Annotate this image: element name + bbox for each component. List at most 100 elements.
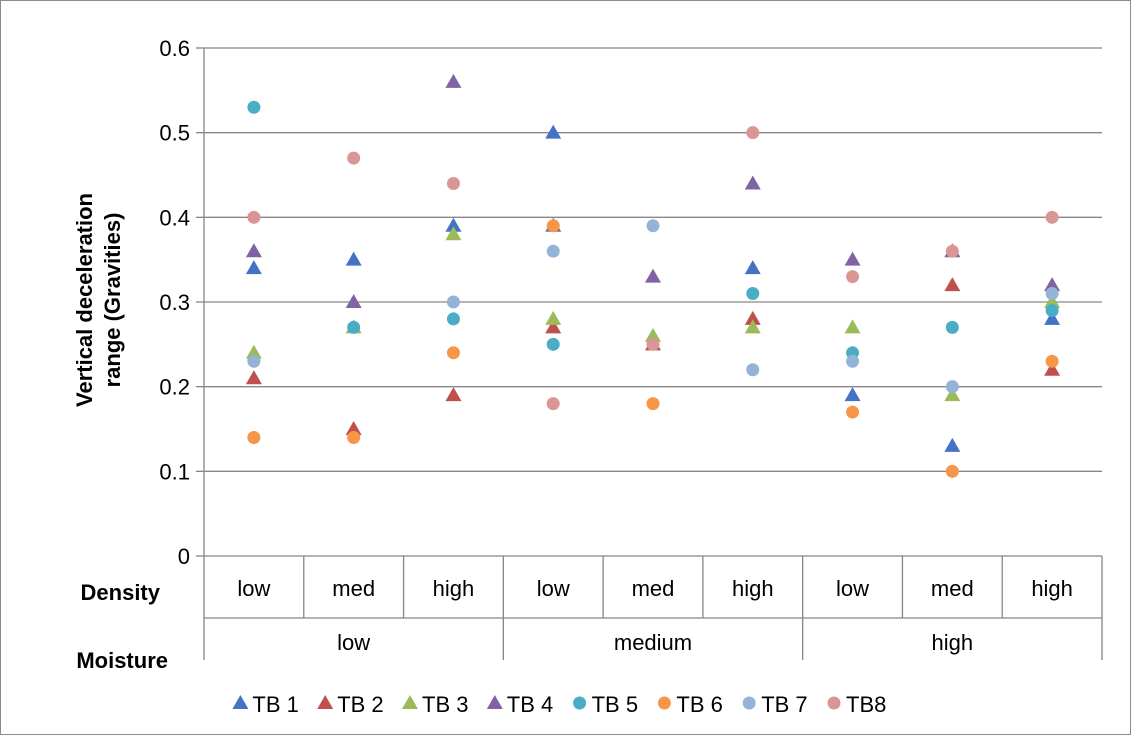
density-label: low	[237, 576, 270, 601]
legend-label: TB 4	[507, 692, 553, 717]
data-point	[445, 217, 462, 232]
y-tick-label: 0.4	[159, 205, 190, 230]
y-axis-label-line1: Vertical deceleration	[72, 193, 97, 407]
legend-item: TB8	[827, 692, 886, 717]
legend-item: TB 2	[317, 692, 384, 717]
data-point	[846, 270, 860, 284]
legend-label: TB 1	[252, 692, 298, 717]
y-axis-label: Vertical deceleration range (Gravities)	[72, 193, 125, 407]
data-points	[245, 73, 1061, 478]
data-point	[1045, 303, 1059, 317]
data-point	[944, 277, 961, 292]
data-point	[646, 337, 660, 351]
legend-marker	[317, 695, 334, 709]
data-point	[245, 344, 262, 359]
data-point	[945, 244, 959, 258]
legend-item: TB 3	[402, 692, 468, 717]
moisture-label: high	[932, 630, 974, 655]
legend-label: TB8	[846, 692, 886, 717]
data-point	[545, 310, 562, 325]
moisture-row-header: Moisture	[76, 648, 168, 673]
data-point	[345, 294, 362, 308]
data-point	[345, 421, 362, 435]
data-point	[1044, 310, 1061, 325]
data-point	[945, 380, 959, 394]
data-point	[1044, 294, 1061, 308]
data-point	[746, 126, 760, 140]
legend-label: TB 5	[592, 692, 638, 717]
data-point	[546, 244, 560, 258]
data-point	[844, 387, 861, 402]
axes	[196, 47, 1103, 660]
data-point	[744, 319, 761, 334]
data-point	[446, 176, 460, 190]
density-label: low	[836, 576, 869, 601]
data-point	[545, 319, 562, 334]
legend-marker	[486, 695, 503, 709]
y-tick-label: 0.1	[159, 459, 190, 484]
data-point	[944, 437, 961, 452]
legend: TB 1 TB 2 TB 3 TB 4 TB 5 TB 6 TB 7 TB8	[232, 692, 886, 717]
y-tick-label: 0.6	[159, 36, 190, 61]
data-point	[247, 100, 261, 114]
legend-item: TB 5	[573, 692, 638, 717]
series-tb-2	[245, 277, 1061, 435]
data-point	[1045, 287, 1059, 301]
legend-item: TB 4	[486, 692, 553, 717]
data-point	[247, 210, 261, 224]
legend-item: TB 6	[657, 692, 723, 717]
legend-marker	[573, 696, 587, 710]
density-label: high	[732, 576, 774, 601]
series-tb-3	[245, 226, 1061, 402]
series-tb-7	[247, 219, 1059, 394]
legend-item: TB 1	[232, 692, 299, 717]
legend-label: TB 7	[761, 692, 807, 717]
data-point	[844, 251, 861, 266]
series-tb-6	[247, 219, 1059, 478]
moisture-label: low	[337, 630, 370, 655]
data-point	[446, 346, 460, 360]
data-point	[347, 151, 361, 165]
density-label: low	[537, 576, 570, 601]
data-point	[945, 464, 959, 478]
legend-label: TB 6	[676, 692, 722, 717]
y-tick-label: 0.5	[159, 121, 190, 146]
data-point	[446, 295, 460, 309]
data-point	[646, 219, 660, 233]
legend-item: TB 7	[742, 692, 808, 717]
legend-label: TB 3	[422, 692, 468, 717]
data-point	[245, 370, 262, 385]
data-point	[645, 327, 661, 342]
data-point	[245, 243, 262, 258]
legend-marker	[402, 695, 418, 709]
data-point	[546, 397, 560, 411]
data-point	[846, 405, 860, 419]
data-point	[744, 175, 761, 190]
data-point	[546, 219, 560, 233]
data-point	[746, 287, 760, 301]
density-label: high	[433, 576, 475, 601]
y-tick-label: 0	[178, 544, 190, 569]
data-point	[347, 320, 361, 334]
data-point	[445, 387, 462, 402]
data-point	[846, 354, 860, 368]
data-point	[245, 260, 262, 275]
density-label: med	[332, 576, 375, 601]
data-point	[546, 337, 560, 351]
data-point	[844, 319, 861, 334]
y-tick-label: 0.2	[159, 375, 190, 400]
data-point	[944, 387, 961, 402]
x-category-labels: low med high low med high low med high low medium h…	[237, 576, 1073, 655]
data-point	[1045, 354, 1059, 368]
density-row-header: Density	[81, 580, 161, 605]
data-point	[746, 363, 760, 377]
data-point	[445, 226, 462, 241]
density-label: med	[632, 576, 675, 601]
legend-marker	[657, 696, 671, 710]
data-point	[744, 260, 761, 275]
data-point	[1045, 210, 1059, 224]
legend-marker	[742, 696, 756, 710]
legend-marker	[232, 695, 249, 709]
y-tick-label: 0.3	[159, 290, 190, 315]
